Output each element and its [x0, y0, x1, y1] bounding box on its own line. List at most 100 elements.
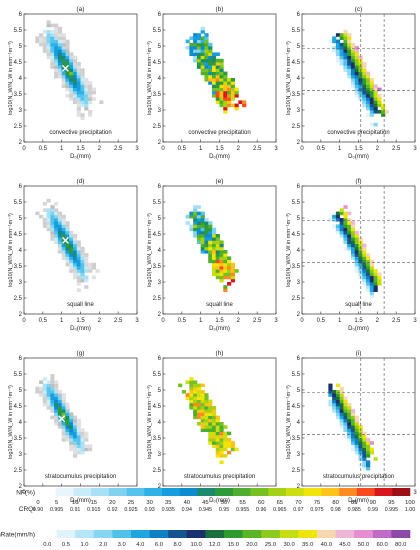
colorbar-tick-label: 0.92 [107, 507, 117, 513]
center-marker [61, 236, 69, 244]
heat-cell [343, 434, 348, 439]
heat-cell [373, 94, 378, 98]
heat-cell [230, 272, 235, 276]
heat-cell [54, 240, 59, 244]
heat-cell [339, 208, 344, 212]
heat-cell [211, 253, 217, 257]
heat-cell [215, 94, 220, 98]
heat-cell [193, 406, 198, 410]
heat-cell [227, 441, 232, 445]
heat-cell [208, 250, 213, 254]
heat-cell [76, 262, 81, 267]
heat-cell [50, 409, 55, 413]
heat-cell [339, 46, 344, 50]
heat-cell [76, 434, 81, 439]
heat-cell [200, 62, 205, 66]
heat-cell [65, 74, 70, 79]
heat-cell [215, 438, 220, 442]
colorbar-label: RainRate(mm/h) [0, 532, 35, 539]
colorbar-label: CRQI [19, 506, 35, 513]
colorbar-tick-label: 0.93 [144, 507, 154, 513]
heat-cell [50, 218, 55, 222]
heat-cell [189, 406, 194, 410]
colorbar-3: RainRate(mm/h)0.00.51.02.03.04.06.08.010… [0, 530, 411, 548]
heat-cell [350, 65, 356, 69]
heat-cell [69, 246, 74, 251]
heat-cell [42, 42, 47, 47]
heat-cell [200, 237, 205, 241]
heat-cell [50, 374, 55, 378]
heat-cell [193, 208, 198, 212]
heat-cell [76, 113, 81, 117]
heat-cell [46, 46, 51, 50]
heat-cell [72, 84, 78, 88]
y-tick-label: 3 [19, 108, 23, 114]
heat-cell [50, 415, 55, 420]
heat-cell [61, 224, 66, 228]
heat-cell [343, 211, 348, 216]
heat-cell [72, 272, 78, 276]
heat-cell [76, 253, 81, 257]
heat-cell [72, 100, 78, 104]
heat-cell [196, 234, 202, 238]
x-tick-label: 3 [413, 318, 417, 324]
colorbar-tick-label: 50 [221, 500, 227, 506]
heat-cell [57, 26, 63, 31]
heat-cell [189, 46, 194, 50]
heat-cell [358, 81, 363, 85]
colorbar-tick-label: 50.0 [358, 542, 369, 548]
heat-cell [57, 42, 63, 47]
heat-cell [369, 450, 374, 455]
heat-cell [219, 84, 224, 88]
heat-cell [369, 441, 374, 445]
colorbar-tick-label: 0.0 [43, 542, 51, 548]
heat-cell [61, 46, 66, 50]
heat-cell [350, 243, 356, 248]
heat-cell [347, 240, 352, 244]
heat-cell [227, 84, 232, 88]
heat-cell [366, 78, 371, 82]
heat-cell [227, 259, 232, 264]
colorbar-swatch [73, 488, 92, 496]
heat-cell [204, 46, 209, 50]
heat-cell [373, 457, 378, 461]
heat-cell [211, 425, 217, 429]
heat-cell [339, 412, 344, 416]
heat-cell [42, 402, 47, 407]
heat-cell [57, 46, 63, 50]
heat-cell [72, 454, 78, 458]
heat-cell [193, 412, 198, 416]
heat-cell [50, 386, 55, 391]
heat-cell [219, 250, 224, 254]
y-tick-label: 2.5 [292, 124, 301, 130]
heat-cell [369, 285, 374, 289]
heat-cell [193, 36, 198, 40]
colorbar-swatch [91, 488, 110, 496]
heat-cell [350, 224, 356, 228]
heat-cell [189, 211, 194, 216]
heat-cell [54, 406, 59, 410]
heat-cell [204, 71, 209, 76]
heat-cell [343, 218, 348, 222]
heat-cell [350, 74, 356, 79]
heat-cell [69, 78, 74, 82]
heat-cell [219, 243, 224, 248]
heat-cell [350, 71, 356, 76]
heat-cell [223, 74, 228, 79]
heat-cell [354, 90, 359, 95]
heat-cell [46, 42, 51, 47]
y-tick-label: 2.5 [153, 296, 162, 302]
heat-cell [54, 202, 59, 206]
heat-cell [211, 428, 217, 432]
heat-cell [219, 444, 224, 448]
heat-cell [343, 418, 348, 423]
heat-cell [219, 422, 224, 426]
y-axis-label: log10(N_W/N_W in mm⁻¹m⁻³) [147, 41, 153, 115]
heat-cell [204, 36, 209, 40]
heat-cell [366, 97, 371, 101]
heat-cell [80, 74, 85, 79]
colorbar-tick-label: 0.995 [385, 507, 398, 513]
heat-cell [219, 246, 224, 251]
colorbar-tick-label: 40.0 [321, 542, 332, 548]
